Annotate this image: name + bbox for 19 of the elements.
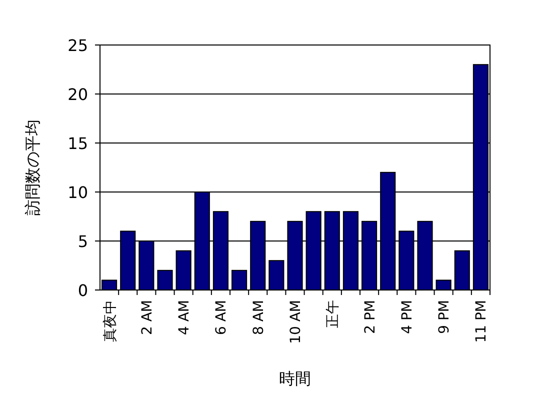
x-axis-title: 時間	[279, 369, 311, 388]
x-tick-label: 11 PM	[474, 300, 490, 343]
y-tick-label: 20	[68, 85, 88, 104]
x-tick-label: 2 PM	[362, 300, 378, 334]
y-tick-label: 0	[78, 281, 88, 300]
x-tick-label: 真夜中	[102, 300, 118, 342]
x-tick-label: 8 AM	[250, 300, 267, 336]
x-tick-label: 4 AM	[176, 300, 193, 336]
x-tick-label: 2 AM	[139, 300, 156, 336]
x-tick-label: 9 PM	[436, 300, 453, 334]
x-tick-label: 10 AM	[288, 300, 304, 344]
y-axis-title: 訪問数の平均	[23, 120, 42, 216]
x-tick-label: 6 AM	[214, 300, 230, 336]
y-tick-label: 25	[68, 36, 88, 55]
y-tick-label: 5	[78, 232, 88, 251]
y-tick-label: 15	[68, 134, 88, 153]
x-tick-label: 4 PM	[399, 300, 416, 334]
y-tick-label: 10	[68, 183, 88, 202]
x-tick-label: 正午	[325, 300, 342, 328]
